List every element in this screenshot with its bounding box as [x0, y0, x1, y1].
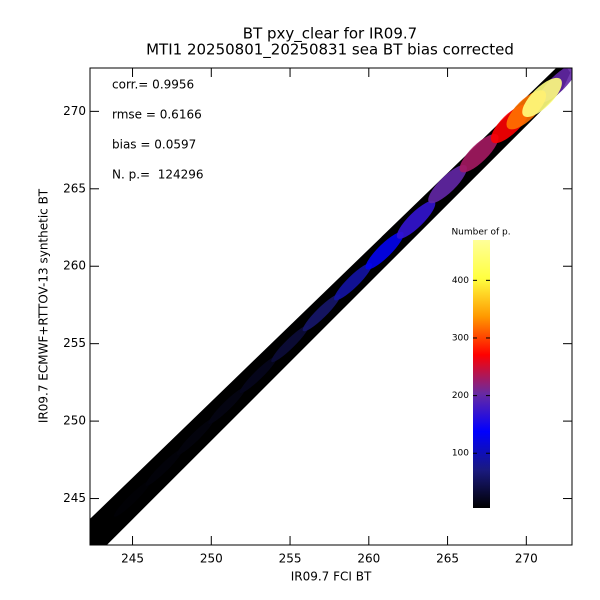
plot-area	[90, 68, 572, 545]
density-cell	[113, 480, 152, 518]
x-tick-label: 260	[357, 552, 380, 566]
colorbar	[473, 240, 490, 508]
annotation: bias = 0.0597	[112, 138, 196, 152]
x-tick-label: 255	[279, 552, 302, 566]
density-cell	[334, 263, 373, 301]
density-cell	[365, 231, 404, 270]
annotation: corr.= 0.9956	[112, 78, 194, 92]
annotation: N. p.= 124296	[112, 168, 204, 182]
y-tick-label: 250	[63, 414, 86, 428]
density-cell	[239, 356, 278, 394]
y-tick-label: 265	[63, 181, 86, 195]
density-cell	[90, 511, 120, 545]
colorbar-tick-label: 400	[452, 276, 469, 286]
y-tick-label: 255	[63, 336, 86, 350]
colorbar-label: Number of p.	[451, 228, 510, 238]
y-tick-label: 270	[63, 104, 86, 118]
x-tick-label: 250	[200, 552, 223, 566]
density-cell	[208, 387, 246, 425]
density-cell	[302, 294, 341, 332]
density-cell	[271, 325, 309, 363]
y-tick-label: 245	[63, 491, 86, 505]
colorbar-tick-label: 100	[452, 449, 469, 459]
density-cell	[176, 418, 215, 456]
annotation: rmse = 0.6166	[112, 108, 202, 122]
colorbar-tick-label: 300	[452, 333, 469, 343]
chart-title: BT pxy_clear for IR09.7	[243, 25, 417, 44]
x-tick-label: 270	[515, 552, 538, 566]
density-cell	[396, 200, 436, 239]
density-cell	[522, 77, 562, 117]
density-cell	[145, 449, 183, 487]
colorbar-tick-label: 200	[452, 391, 469, 401]
y-tick-label: 260	[63, 259, 86, 273]
density-cell	[428, 165, 467, 204]
density-cell	[459, 133, 499, 173]
chart-subtitle: MTI1 20250801_20250831 sea BT bias corre…	[146, 41, 514, 60]
plot-frame	[89, 67, 573, 546]
x-tick-label: 245	[121, 552, 144, 566]
x-axis-label: IR09.7 FCI BT	[291, 570, 372, 584]
y-axis-label: IR09.7 ECMWF+RTTOV-13 synthetic BT	[37, 188, 51, 423]
x-tick-label: 265	[436, 552, 459, 566]
